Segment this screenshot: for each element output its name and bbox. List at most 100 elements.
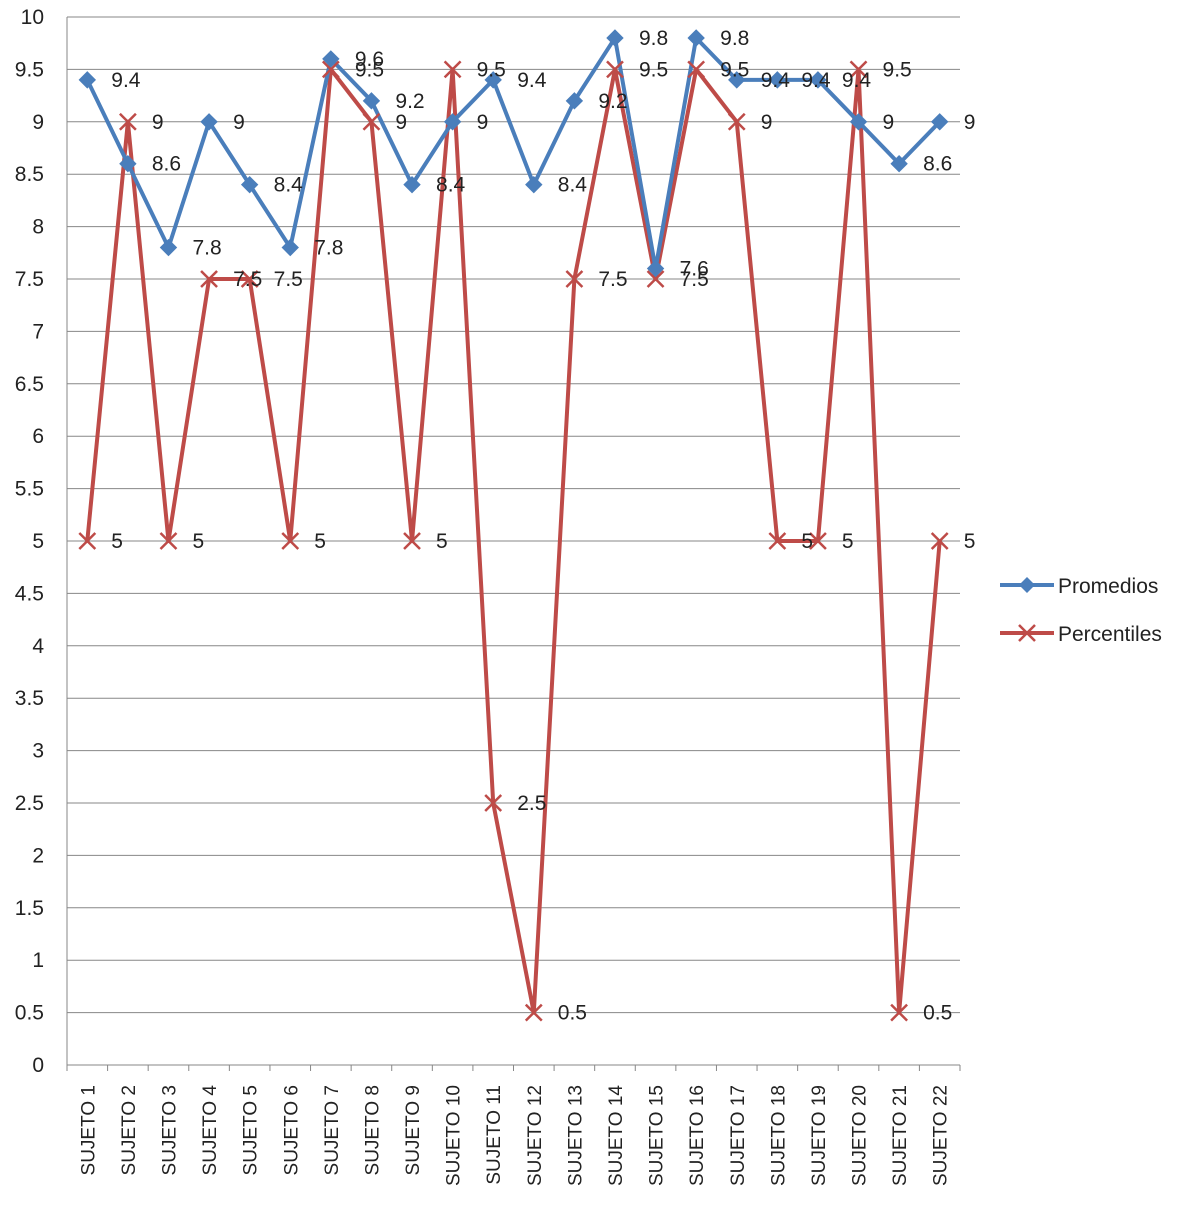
data-label: 9.8 xyxy=(720,27,749,50)
data-label: 9 xyxy=(395,111,407,134)
data-label: 5 xyxy=(964,530,976,553)
data-label: 9.2 xyxy=(395,90,424,113)
legend-label-promedios: Promedios xyxy=(1058,575,1158,598)
x-tick-label: SUJETO 3 xyxy=(159,1085,180,1175)
data-point-marker xyxy=(525,175,543,194)
legend-label-percentiles: Percentiles xyxy=(1058,623,1162,646)
data-label: 9.8 xyxy=(639,27,668,50)
data-label: 5 xyxy=(801,530,813,553)
data-point-marker xyxy=(403,532,421,550)
data-label: 9.4 xyxy=(517,69,547,92)
data-point-marker xyxy=(687,29,705,47)
data-point-marker xyxy=(849,60,868,79)
data-label: 8.6 xyxy=(923,153,952,176)
data-point-marker xyxy=(322,50,340,68)
data-label: 7.5 xyxy=(680,268,709,291)
data-label: 8.4 xyxy=(558,174,588,197)
data-point-marker xyxy=(687,60,706,79)
data-point-marker xyxy=(443,113,462,131)
y-tick-label: 4.5 xyxy=(15,582,44,605)
data-label: 9.5 xyxy=(477,58,506,81)
data-label: 9 xyxy=(964,111,976,134)
data-label: 5 xyxy=(314,530,326,553)
data-point-marker xyxy=(119,155,137,173)
y-tick-label: 9.5 xyxy=(15,58,44,81)
data-point-marker xyxy=(809,71,827,89)
data-point-marker xyxy=(484,794,503,812)
legend-marker xyxy=(1018,624,1036,642)
y-tick-label: 3 xyxy=(32,740,44,763)
data-label: 8.6 xyxy=(152,153,181,176)
data-label: 8.4 xyxy=(274,174,304,197)
y-tick-label: 7.5 xyxy=(15,268,44,291)
data-point-marker xyxy=(159,238,178,257)
data-point-marker xyxy=(240,270,259,288)
data-point-marker xyxy=(240,175,259,194)
y-tick-label: 8.5 xyxy=(15,163,44,186)
y-tick-label: 10 xyxy=(21,6,44,29)
data-label: 9.4 xyxy=(111,69,141,92)
data-label: 9.6 xyxy=(355,48,384,71)
data-point-marker xyxy=(281,238,299,257)
y-tick-label: 2 xyxy=(32,844,44,867)
data-point-marker xyxy=(849,113,868,131)
data-point-marker xyxy=(930,532,949,550)
data-label: 9.5 xyxy=(355,58,384,81)
y-tick-label: 6 xyxy=(32,425,44,448)
data-label: 9 xyxy=(233,111,245,134)
data-point-marker xyxy=(890,1003,908,1022)
x-tick-label: SUJETO 22 xyxy=(931,1085,952,1186)
y-tick-label: 3.5 xyxy=(15,687,44,710)
data-point-marker xyxy=(119,112,137,131)
x-tick-label: SUJETO 4 xyxy=(200,1085,221,1176)
data-label: 9.5 xyxy=(639,58,668,81)
y-tick-label: 8 xyxy=(32,216,44,239)
data-point-marker xyxy=(159,532,178,550)
data-label: 5 xyxy=(111,530,123,553)
data-label: 7.6 xyxy=(680,258,709,281)
x-tick-label: SUJETO 16 xyxy=(687,1085,708,1186)
x-tick-label: SUJETO 15 xyxy=(647,1085,668,1186)
data-point-marker xyxy=(524,1003,543,1022)
data-point-marker xyxy=(727,112,746,131)
data-label: 7.5 xyxy=(274,268,303,291)
data-point-marker xyxy=(890,155,908,173)
data-point-marker xyxy=(728,71,746,89)
data-label: 7.5 xyxy=(233,268,262,291)
data-point-marker xyxy=(606,60,624,79)
data-label: 9.4 xyxy=(761,69,791,92)
data-point-marker xyxy=(768,71,787,89)
data-point-marker xyxy=(403,175,421,194)
y-tick-label: 5.5 xyxy=(15,478,44,501)
data-point-marker xyxy=(646,270,665,288)
x-tick-label: SUJETO 6 xyxy=(281,1085,302,1175)
data-point-marker xyxy=(646,259,665,278)
data-label: 9 xyxy=(761,111,773,134)
x-tick-label: SUJETO 14 xyxy=(606,1085,627,1186)
y-tick-label: 6.5 xyxy=(15,373,44,396)
data-point-marker xyxy=(809,532,827,550)
y-tick-label: 2.5 xyxy=(15,792,44,815)
x-tick-label: SUJETO 18 xyxy=(768,1085,789,1186)
data-point-marker xyxy=(200,113,218,131)
y-tick-label: 0 xyxy=(32,1054,44,1077)
data-label: 9.5 xyxy=(720,58,749,81)
data-point-marker xyxy=(281,532,300,550)
x-tick-label: SUJETO 7 xyxy=(322,1085,343,1175)
data-label: 8.4 xyxy=(436,174,466,197)
data-label: 9.4 xyxy=(842,69,872,92)
data-label: 2.5 xyxy=(517,792,546,815)
data-label: 9 xyxy=(477,111,489,134)
data-point-marker xyxy=(565,270,584,288)
series-line-percentiles xyxy=(85,67,942,1015)
y-tick-label: 9 xyxy=(32,111,44,134)
data-point-marker xyxy=(200,270,218,288)
data-label: 7.8 xyxy=(314,237,343,260)
x-tick-label: SUJETO 2 xyxy=(119,1085,140,1175)
data-label: 9 xyxy=(152,111,164,134)
data-label: 5 xyxy=(436,530,448,553)
data-point-marker xyxy=(321,60,340,79)
y-tick-label: 4 xyxy=(32,635,44,658)
